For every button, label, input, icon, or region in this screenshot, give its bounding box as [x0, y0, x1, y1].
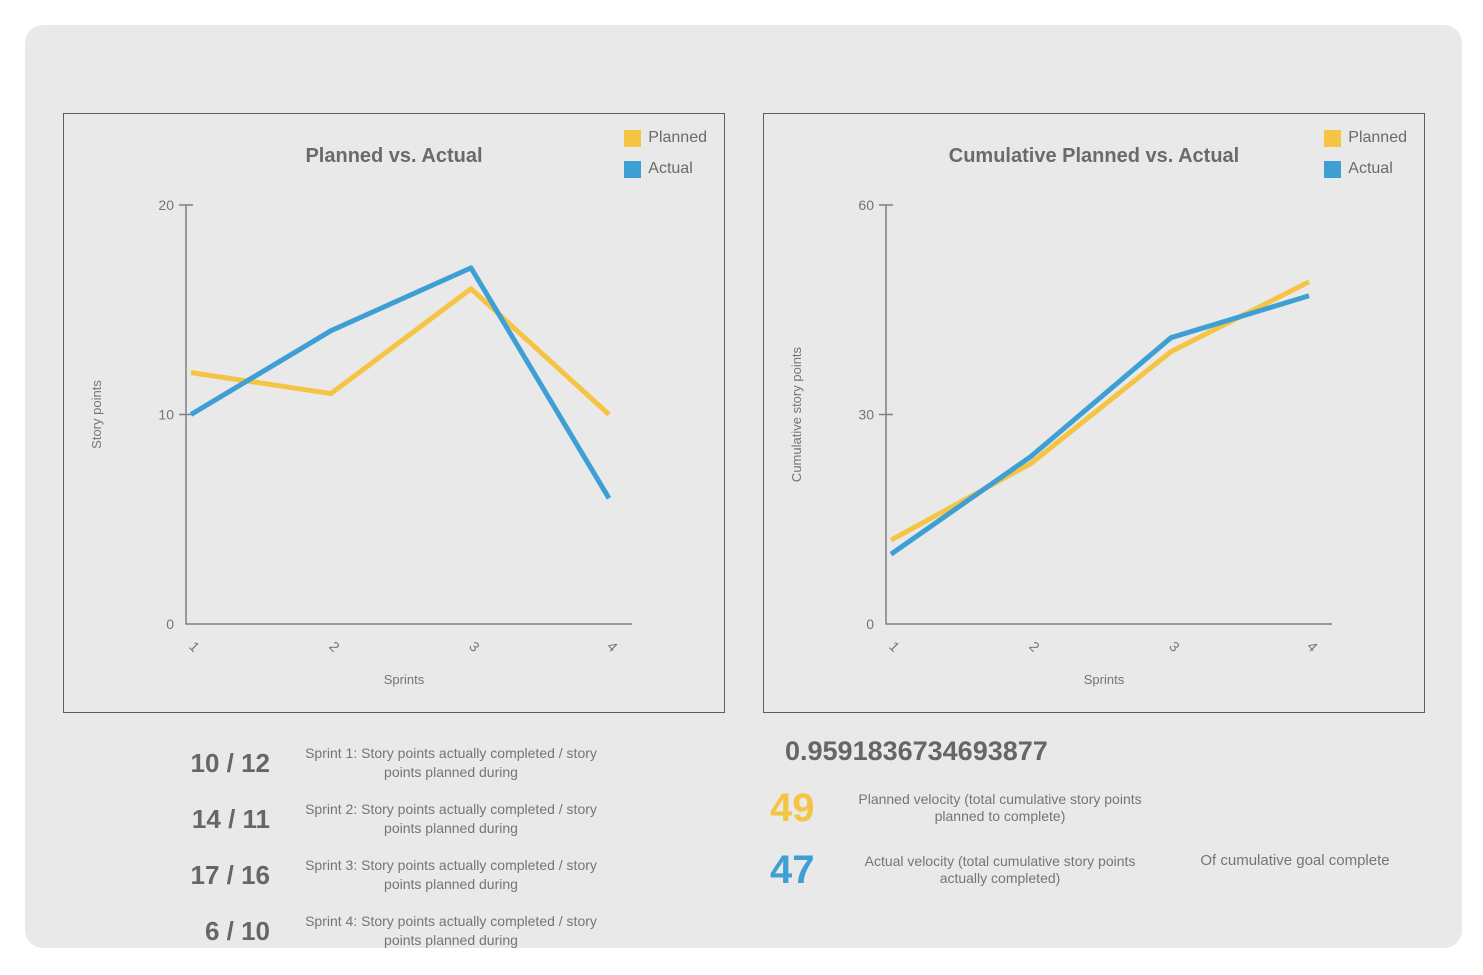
y-tick-label: 60 — [858, 197, 874, 213]
cumulative-chart: 0 30 60 1 2 3 4 Sprints Cumulative story points — [789, 197, 1332, 687]
sprint-1-stat-label: Sprint 1: Story points actually complete… — [305, 745, 597, 780]
cumulative-ratio-value: 0.9591836734693877 — [785, 736, 1048, 766]
planned-swatch-icon — [1324, 129, 1342, 147]
sprint-2-stat-value: 14 / 11 — [191, 803, 270, 834]
sprint-4-stat-row: 6 / 10 Sprint 4: Story points actually c… — [150, 903, 620, 959]
chart-legend: Planned Actual — [1324, 129, 1407, 178]
planned-line — [889, 279, 1311, 543]
sprint-4-stat-label: Sprint 4: Story points actually complete… — [305, 913, 597, 948]
x-tick-label: 3 — [466, 638, 483, 655]
actual-velocity-row: 47 Actual velocity (total cumulative sto… — [770, 839, 1170, 901]
x-tick-label: 4 — [604, 638, 621, 655]
velocity-stats: 49 Planned velocity (total cumulative st… — [770, 777, 1170, 901]
y-tick-label: 0 — [866, 616, 874, 632]
actual-swatch-icon — [624, 160, 642, 178]
legend-label-planned: Planned — [1348, 129, 1407, 146]
cumulative-planned-vs-actual-panel: 0 30 60 1 2 3 4 Sprints Cumulative story points … — [763, 113, 1425, 713]
legend-item-planned: Planned — [1324, 129, 1407, 147]
y-tick-label: 0 — [166, 616, 174, 632]
x-axis-title: Sprints — [1084, 672, 1125, 687]
sprint-2-stat-label: Sprint 2: Story points actually complete… — [305, 801, 597, 836]
axes — [185, 205, 632, 625]
sprint-stats: 10 / 12 Sprint 1: Story points actually … — [150, 735, 620, 959]
y-axis-title: Cumulative story points — [789, 346, 804, 482]
y-axis-title: Story points — [89, 380, 104, 449]
sprint-1-stat-row: 10 / 12 Sprint 1: Story points actually … — [150, 735, 620, 791]
sprint-3-stat-value: 17 / 16 — [190, 859, 270, 890]
x-axis-title: Sprints — [384, 672, 425, 687]
legend-item-actual: Actual — [624, 160, 707, 178]
legend-label-planned: Planned — [648, 129, 707, 146]
y-tick-label: 10 — [158, 407, 174, 423]
x-tick-label: 2 — [326, 638, 343, 655]
planned-velocity-value: 49 — [770, 786, 815, 830]
actual-velocity-value: 47 — [770, 848, 815, 892]
actual-line — [189, 265, 612, 500]
dashboard-card: 0 10 20 1 2 3 4 Sprints Story points Planned vs.… — [25, 25, 1462, 948]
axes — [885, 205, 1332, 625]
sprint-1-stat-value: 10 / 12 — [190, 747, 270, 778]
x-tick-label: 3 — [1166, 638, 1183, 655]
chart-title: Planned vs. Actual — [305, 145, 483, 167]
sprint-3-stat-row: 17 / 16 Sprint 3: Story points actually … — [150, 847, 620, 903]
planned-velocity-label: Planned velocity (total cumulative story… — [858, 791, 1142, 824]
x-tick-label: 1 — [186, 638, 203, 655]
x-tick-label: 2 — [1026, 638, 1043, 655]
goal-complete-note: Of cumulative goal complete — [1200, 852, 1390, 869]
planned-velocity-row: 49 Planned velocity (total cumulative st… — [770, 777, 1170, 839]
planned-vs-actual-chart: 0 10 20 1 2 3 4 Sprints Story points — [89, 197, 632, 687]
chart-title: Cumulative Planned vs. Actual — [948, 145, 1240, 167]
planned-vs-actual-panel: 0 10 20 1 2 3 4 Sprints Story points Planned vs.… — [63, 113, 725, 713]
legend-label-actual: Actual — [648, 160, 693, 177]
planned-swatch-icon — [624, 129, 642, 147]
x-tick-label: 1 — [886, 638, 903, 655]
x-tick-label: 4 — [1304, 638, 1321, 655]
y-tick-label: 30 — [858, 407, 874, 423]
sprint-4-stat-value: 6 / 10 — [204, 915, 270, 946]
sprint-2-stat-row: 14 / 11 Sprint 2: Story points actually … — [150, 791, 620, 847]
y-tick-label: 20 — [158, 197, 174, 213]
actual-swatch-icon — [1324, 160, 1342, 178]
actual-velocity-label: Actual velocity (total cumulative story … — [864, 853, 1136, 886]
planned-line — [190, 286, 611, 417]
legend-item-actual: Actual — [1324, 160, 1407, 178]
chart-legend: Planned Actual — [624, 129, 707, 178]
legend-label-actual: Actual — [1348, 160, 1393, 177]
actual-line — [889, 293, 1310, 557]
legend-item-planned: Planned — [624, 129, 707, 147]
sprint-3-stat-label: Sprint 3: Story points actually complete… — [305, 857, 597, 892]
